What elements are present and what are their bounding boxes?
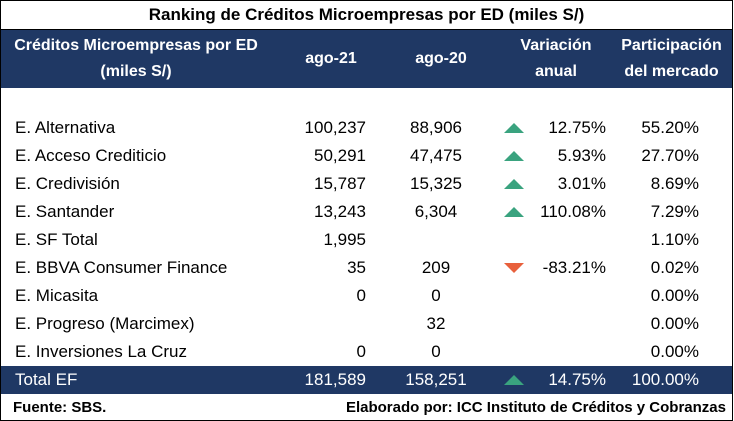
table-row: E. Acceso Crediticio 50,291 47,475 5.93% 27.… <box>1 142 734 170</box>
value-ago20: 32 <box>426 314 446 333</box>
value-ago21: 0 <box>356 342 366 361</box>
value-ago21: 50,291 <box>314 146 366 165</box>
total-ago20: 158,251 <box>405 370 467 389</box>
entity-name: E. Alternativa <box>15 118 116 137</box>
table-row: E. Inversiones La Cruz 0 0 0.00% <box>1 338 734 366</box>
value-ago20 <box>396 226 476 254</box>
total-ago21: 181,589 <box>304 370 366 389</box>
value-variation: 3.01% <box>557 174 606 193</box>
value-share: 1.10% <box>650 230 699 249</box>
value-variation: 110.08% <box>540 202 606 221</box>
trend-indicator <box>499 254 529 282</box>
trend-indicator <box>499 142 529 170</box>
value-share: 0.00% <box>650 314 699 333</box>
trend-indicator <box>499 170 529 198</box>
table-row: E. SF Total 1,995 1.10% <box>1 226 734 254</box>
value-variation: -83.21% <box>542 258 606 277</box>
up-icon <box>504 375 524 385</box>
entity-name: E. Micasita <box>15 286 99 305</box>
value-ago20: 0 <box>431 286 441 305</box>
value-ago20: 209 <box>421 258 451 277</box>
table-title: Ranking de Créditos Microempresas por ED… <box>0 0 733 30</box>
entity-name: E. Credivisión <box>15 174 120 193</box>
header-ago20: ago-20 <box>415 50 467 67</box>
entity-name: E. Acceso Crediticio <box>15 146 167 165</box>
value-variation <box>521 310 606 338</box>
value-share: 27.70% <box>641 146 699 165</box>
value-ago20: 0 <box>431 342 441 361</box>
value-ago20: 88,906 <box>410 118 462 137</box>
table-row: E. Credivisión 15,787 15,325 3.01% 8.69% <box>1 170 734 198</box>
value-ago21: 15,787 <box>314 174 366 193</box>
value-ago21: 100,237 <box>304 118 366 137</box>
value-variation: 12.75% <box>548 118 606 137</box>
value-share: 0.00% <box>650 342 699 361</box>
entity-name: E. SF Total <box>15 230 98 249</box>
table-header: Créditos Microempresas por ED (miles S/)… <box>0 30 733 88</box>
value-share: 7.29% <box>650 202 699 221</box>
value-variation: 5.93% <box>557 146 606 165</box>
value-share: 0.02% <box>650 258 699 277</box>
entity-name: E. Inversiones La Cruz <box>15 342 187 361</box>
total-share: 100.00% <box>631 370 699 389</box>
value-ago21 <box>286 310 366 338</box>
value-ago21: 13,243 <box>314 202 366 221</box>
value-share: 8.69% <box>650 174 699 193</box>
table-body: E. Alternativa 100,237 88,906 12.75% 55.20% E… <box>0 88 733 366</box>
entity-name: E. Santander <box>15 202 115 221</box>
up-icon <box>504 207 524 217</box>
up-icon <box>504 179 524 189</box>
value-share: 55.20% <box>641 118 699 137</box>
entity-name: E. BBVA Consumer Finance <box>15 258 228 277</box>
value-variation <box>521 282 606 310</box>
total-trend <box>499 366 529 394</box>
entity-name: E. Progreso (Marcimex) <box>15 314 195 333</box>
value-ago21: 35 <box>347 258 366 277</box>
value-ago20: 15,325 <box>410 174 462 193</box>
trend-indicator <box>499 114 529 142</box>
value-variation <box>521 226 606 254</box>
value-ago21: 1,995 <box>323 230 366 249</box>
table-row: E. Alternativa 100,237 88,906 12.75% 55.20% <box>1 114 734 142</box>
trend-indicator <box>499 198 529 226</box>
total-label: Total EF <box>15 370 78 389</box>
value-ago21: 0 <box>356 286 366 305</box>
value-ago20: 47,475 <box>410 146 462 165</box>
header-variation: Variación anual <box>520 37 592 80</box>
total-row: Total EF 181,589 158,251 14.75% 100.00% <box>0 366 733 394</box>
table-row: E. Micasita 0 0 0.00% <box>1 282 734 310</box>
value-variation <box>521 338 606 366</box>
table-row: E. Santander 13,243 6,304 110.08% 7.29% <box>1 198 734 226</box>
header-market-share: Participación del mercado <box>621 37 722 80</box>
up-icon <box>504 123 524 133</box>
up-icon <box>504 151 524 161</box>
header-entity: Créditos Microempresas por ED (miles S/) <box>14 37 258 80</box>
table-row: E. BBVA Consumer Finance 35 209 -83.21% 0.02… <box>1 254 734 282</box>
value-share: 0.00% <box>650 286 699 305</box>
table-row: E. Progreso (Marcimex) 32 0.00% <box>1 310 734 338</box>
header-ago21: ago-21 <box>305 50 357 67</box>
source-note: Fuente: SBS. <box>13 399 107 416</box>
total-variation: 14.75% <box>548 370 606 389</box>
down-icon <box>504 263 524 273</box>
table-footer: Fuente: SBS. Elaborado por: ICC Institut… <box>0 394 733 421</box>
credit-note: Elaborado por: ICC Instituto de Créditos… <box>345 399 726 416</box>
value-ago20: 6,304 <box>414 202 458 221</box>
